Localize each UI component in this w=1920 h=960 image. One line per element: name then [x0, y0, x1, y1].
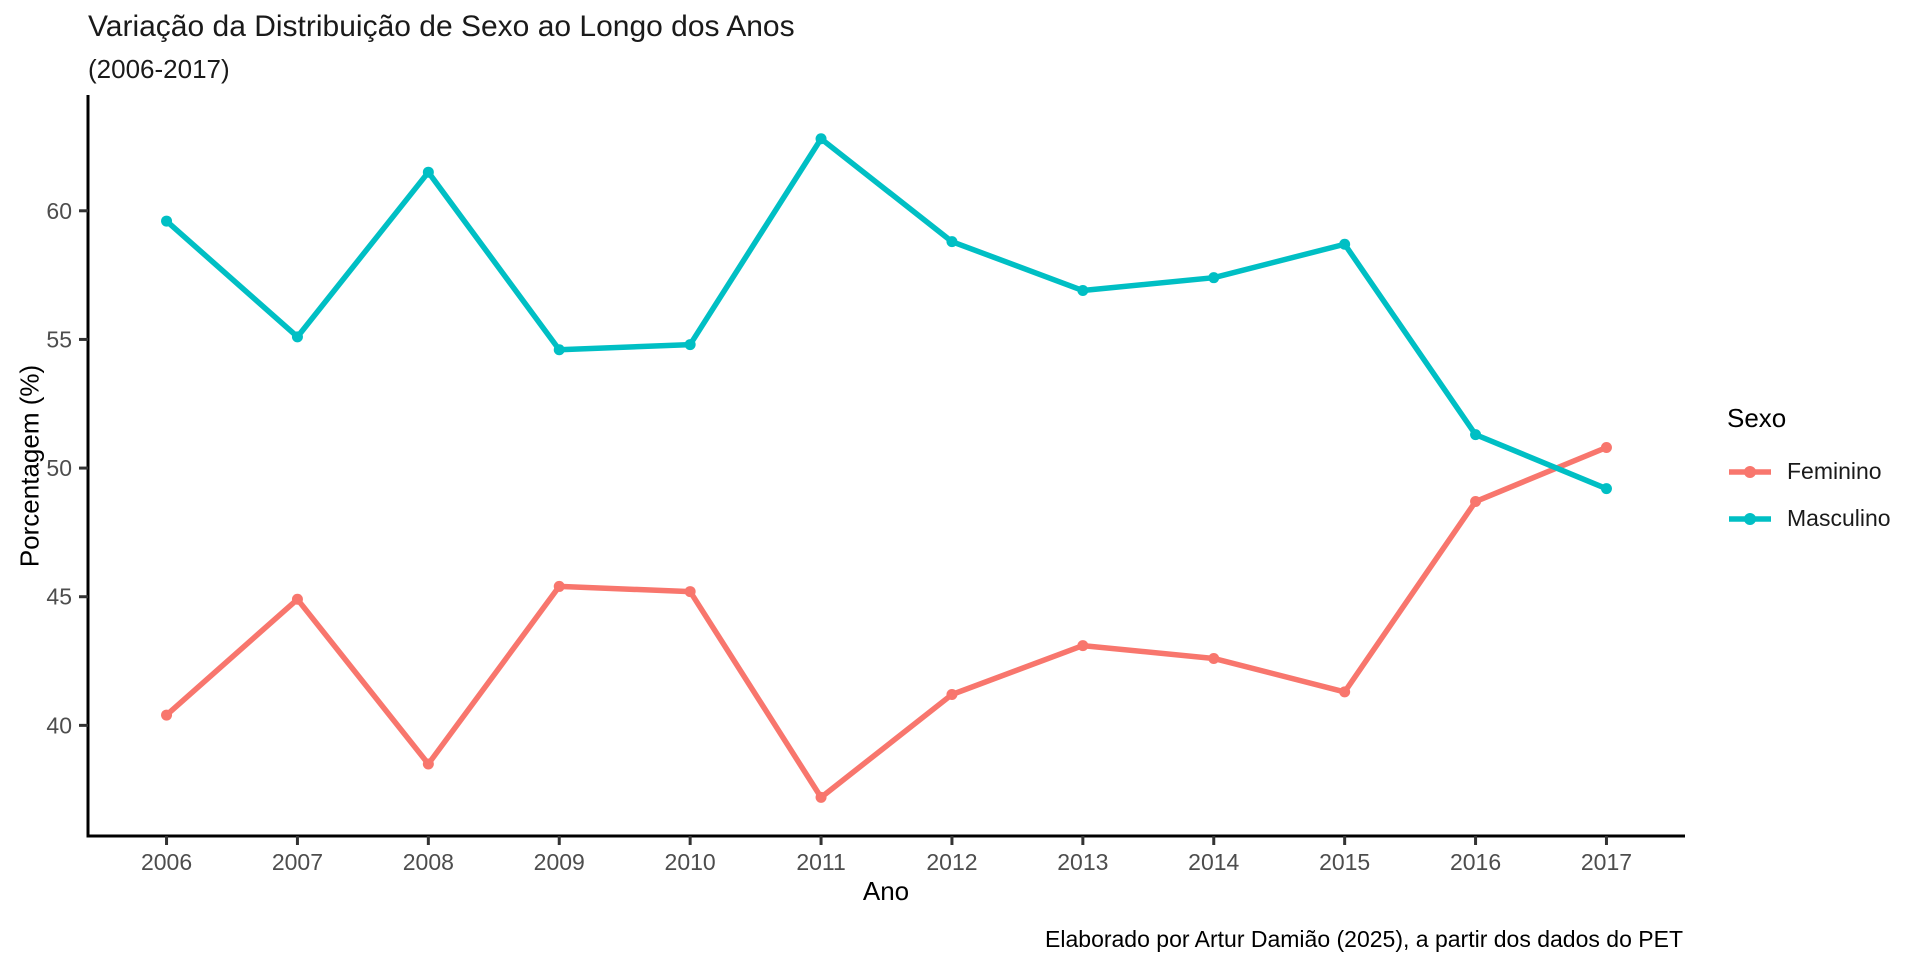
x-tick-label: 2017 [1581, 849, 1632, 875]
x-tick-label: 2010 [665, 849, 716, 875]
x-tick-label: 2011 [796, 849, 845, 875]
data-point-feminino-2011 [815, 791, 827, 803]
legend: Sexo Feminino Masculino [1727, 403, 1891, 552]
legend-label: Feminino [1787, 458, 1882, 484]
data-point-feminino-2017 [1600, 441, 1612, 453]
x-tick-label: 2014 [1188, 849, 1239, 875]
x-tick-label: 2012 [926, 849, 977, 875]
y-tick-label: 50 [46, 455, 72, 481]
legend-label: Masculino [1787, 505, 1891, 531]
x-tick-label: 2013 [1057, 849, 1108, 875]
chart-caption: Elaborado por Artur Damião (2025), a par… [1045, 926, 1683, 952]
data-point-masculino-2007 [291, 331, 303, 343]
series-line-feminino [163, 444, 1610, 801]
x-tick-label: 2008 [403, 849, 454, 875]
legend-item-masculino: Masculino [1727, 505, 1891, 532]
series-line-masculino [163, 135, 1610, 492]
x-axis-title: Ano [862, 876, 910, 906]
data-point-feminino-2014 [1208, 652, 1220, 664]
data-point-masculino-2010 [684, 339, 696, 351]
data-point-feminino-2006 [161, 709, 173, 721]
data-point-masculino-2009 [553, 344, 565, 356]
x-tick-label: 2015 [1319, 849, 1370, 875]
data-point-masculino-2013 [1077, 285, 1089, 297]
chart-title: Variação da Distribuição de Sexo ao Long… [88, 10, 795, 43]
legend-key-icon [1729, 512, 1771, 525]
data-point-feminino-2009 [553, 580, 565, 592]
legend-key-icon [1729, 465, 1771, 478]
y-tick-label: 45 [46, 584, 72, 610]
data-point-feminino-2010 [684, 586, 696, 598]
x-tick-label: 2007 [272, 849, 323, 875]
data-point-masculino-2006 [161, 215, 173, 227]
legend-title: Sexo [1727, 403, 1787, 433]
legend-item-feminino: Feminino [1727, 458, 1891, 485]
data-point-feminino-2015 [1339, 686, 1351, 698]
x-tick-label: 2009 [534, 849, 585, 875]
data-point-feminino-2008 [422, 758, 434, 770]
data-point-feminino-2012 [946, 688, 958, 700]
legend-items: Feminino Masculino [1727, 458, 1891, 532]
data-point-masculino-2017 [1600, 483, 1612, 495]
x-tick-label: 2016 [1450, 849, 1501, 875]
data-point-masculino-2016 [1470, 429, 1482, 441]
y-tick-label: 60 [46, 198, 72, 224]
data-point-masculino-2012 [946, 236, 958, 248]
x-tick-label: 2006 [141, 849, 192, 875]
data-point-masculino-2011 [815, 133, 827, 145]
data-point-feminino-2013 [1077, 640, 1089, 652]
data-point-feminino-2016 [1470, 496, 1482, 508]
data-point-masculino-2014 [1208, 272, 1220, 284]
data-point-masculino-2015 [1339, 238, 1351, 250]
data-point-masculino-2008 [422, 166, 434, 178]
y-tick-label: 40 [46, 712, 72, 738]
chart-subtitle: (2006-2017) [88, 54, 230, 84]
y-tick-label: 55 [46, 326, 72, 352]
data-point-feminino-2007 [291, 593, 303, 605]
